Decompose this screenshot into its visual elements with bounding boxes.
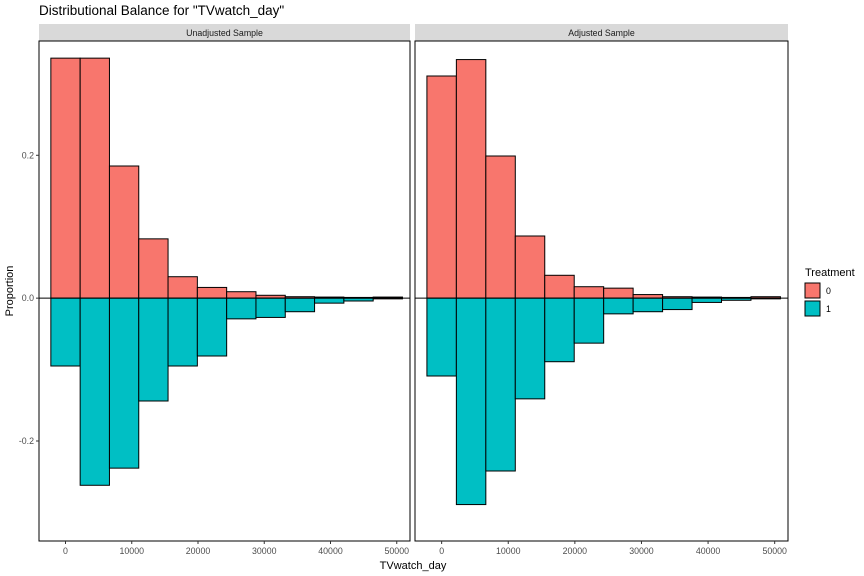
facet-strip-label: Adjusted Sample [568,28,635,38]
x-tick-label: 40000 [696,546,721,556]
x-tick-label: 20000 [563,546,588,556]
bar-treatment-0 [167,276,198,299]
bar-treatment-0 [196,286,228,299]
bar-treatment-0 [79,57,110,299]
x-tick-label: 40000 [318,546,343,556]
x-tick-label: 0 [63,546,68,556]
bar-treatment-0 [455,59,487,299]
bar-treatment-0 [426,75,457,299]
bar-treatment-1 [255,297,286,318]
bar-treatment-1 [426,297,457,377]
facet-panel-unadjusted: Unadjusted Sample 0 10000 20000 30000 40000 50… [19,24,411,556]
bar-treatment-0 [50,57,81,299]
bar-treatment-0 [108,165,140,299]
bar-treatment-0 [573,286,605,299]
legend-key-0 [804,282,821,299]
legend-keys: 01 [804,282,831,317]
chart-title: Distributional Balance for "TVwatch_day" [39,3,284,18]
bar-treatment-1 [455,297,487,506]
bar-treatment-1 [284,297,316,313]
x-tick-label: 50000 [385,546,410,556]
facet-strip [39,24,410,41]
bar-treatment-1 [691,297,723,303]
x-tick-label: 50000 [762,546,787,556]
bar-treatment-0 [226,291,257,299]
y-tick-label: 0.0 [22,293,34,303]
bar-treatment-1 [603,297,634,315]
legend-label-0: 0 [826,286,831,296]
x-tick-label: 30000 [629,546,654,556]
bar-treatment-1 [573,297,605,344]
x-tick-label: 30000 [252,546,277,556]
legend-key-1 [804,300,821,317]
facet-strip [415,24,788,41]
x-axis-label: TVwatch_day [380,560,447,572]
legend: Treatment 01 [804,267,855,317]
legend-label-1: 1 [826,304,831,314]
bar-treatment-1 [514,297,546,400]
bar-treatment-1 [544,297,575,363]
bar-treatment-1 [632,297,664,313]
panel-border [38,40,411,542]
facet-panel-adjusted: Adjusted Sample 0 10000 20000 30000 40000 5000… [414,24,789,556]
bar-treatment-1 [485,297,516,472]
legend-title: Treatment [805,267,855,279]
bar-treatment-1 [167,297,198,367]
bar-treatment-1 [196,297,228,357]
bar-treatment-0 [544,274,575,299]
bar-treatment-0 [138,238,169,299]
bar-treatment-1 [314,297,345,304]
bar-treatment-0 [603,287,634,299]
x-tick-label: 10000 [496,546,521,556]
facet-strip-label: Unadjusted Sample [186,28,263,38]
panel-border [414,40,789,542]
bar-treatment-1 [108,297,140,469]
bar-treatment-1 [138,297,169,402]
bar-treatment-0 [485,155,516,299]
bar-treatment-1 [50,297,81,367]
bar-treatment-1 [79,297,110,486]
bar-treatment-1 [226,297,257,320]
y-axis-label: Proportion [4,266,16,317]
y-tick-label: 0.2 [22,150,34,160]
facet-panels: Unadjusted Sample 0 10000 20000 30000 40000 50… [19,24,789,556]
y-tick-label: -0.2 [19,436,34,446]
x-tick-label: 0 [439,546,444,556]
x-tick-label: 10000 [120,546,145,556]
x-tick-label: 20000 [186,546,211,556]
bar-treatment-0 [632,294,664,299]
bar-treatment-1 [662,297,693,311]
bar-treatment-0 [514,235,546,299]
